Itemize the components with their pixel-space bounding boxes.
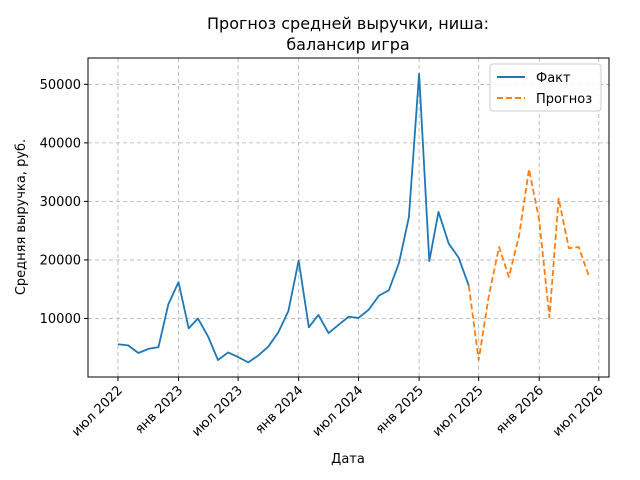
series-line-fact — [117, 72, 470, 364]
y-tick-label: 10000 — [40, 312, 81, 327]
legend: Факт Прогноз — [489, 63, 602, 112]
y-tick-label: 40000 — [40, 136, 81, 151]
y-axis: 10000 20000 30000 40000 50000 — [40, 78, 88, 327]
x-axis-title: Дата — [331, 452, 365, 467]
y-axis-title: Средняя выручка, руб. — [14, 139, 29, 295]
plot-frame — [87, 57, 610, 378]
chart-title-line-2: балансир игра — [286, 35, 409, 54]
y-tick-label: 50000 — [40, 78, 81, 93]
series-layer — [117, 72, 590, 364]
y-tick-label: 30000 — [40, 195, 81, 210]
chart-title-line-1: Прогноз средней выручки, ниша: — [207, 14, 489, 33]
legend-label-fact: Факт — [536, 71, 571, 86]
series-line-forecast — [467, 168, 590, 361]
grid — [88, 58, 609, 377]
y-tick-label: 20000 — [40, 253, 81, 268]
legend-label-forecast: Прогноз — [536, 92, 592, 107]
legend-box — [489, 63, 602, 112]
